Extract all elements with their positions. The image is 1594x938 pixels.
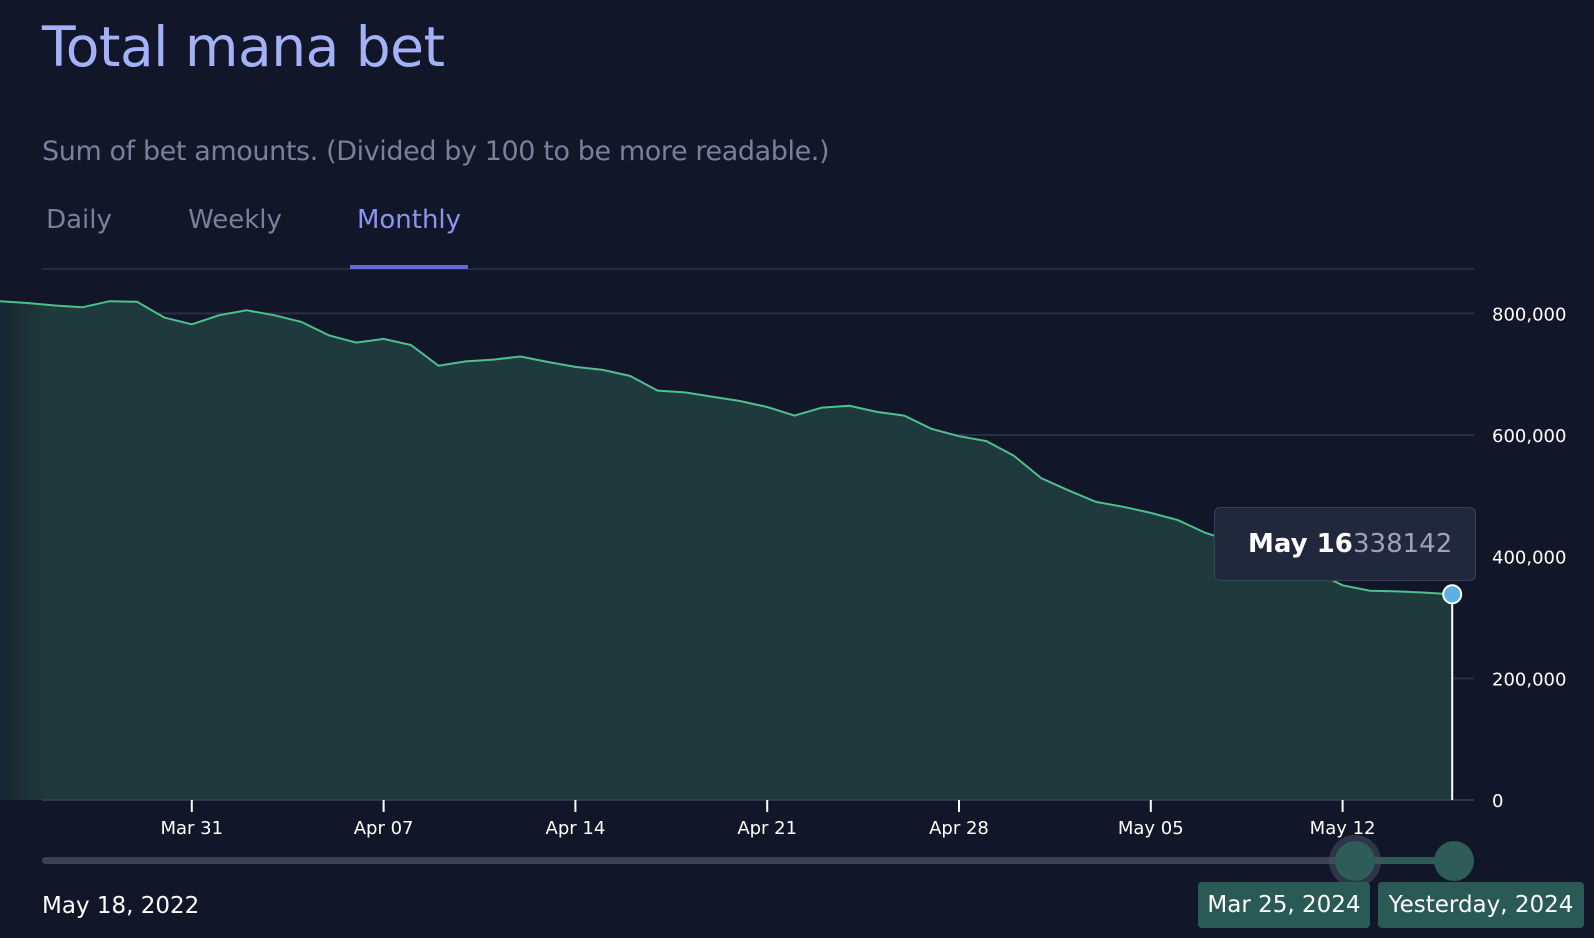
data-point <box>793 414 797 418</box>
page-title: Total mana bet <box>42 15 445 79</box>
data-point <box>1395 589 1399 593</box>
data-point <box>683 390 687 394</box>
data-point <box>1012 454 1016 458</box>
data-point <box>108 299 112 303</box>
data-point <box>1094 500 1098 504</box>
tooltip-value: 338142 <box>1353 529 1453 559</box>
data-point <box>272 313 276 317</box>
data-point <box>1121 505 1125 509</box>
data-point <box>327 333 331 337</box>
data-point <box>1204 531 1208 535</box>
x-tick-label: May 12 <box>1310 818 1376 838</box>
area-fill <box>0 301 1453 800</box>
data-point <box>464 359 468 363</box>
data-point <box>1039 476 1043 480</box>
data-point <box>628 374 632 378</box>
y-tick-label: 400,000 <box>1492 548 1566 569</box>
series-line <box>0 300 1453 596</box>
data-point <box>984 439 988 443</box>
data-point <box>436 364 440 368</box>
data-point <box>1341 583 1345 587</box>
tab-weekly[interactable]: Weekly <box>188 205 282 235</box>
data-point <box>1149 511 1153 515</box>
data-point <box>1423 591 1427 595</box>
data-point <box>601 368 605 372</box>
page-subtitle: Sum of bet amounts. (Divided by 100 to b… <box>42 136 830 167</box>
area-fade <box>0 268 48 800</box>
x-tick-label: May 05 <box>1118 818 1184 838</box>
y-tick-label: 800,000 <box>1492 304 1566 325</box>
data-point <box>820 406 824 410</box>
tooltip-date: May 16 <box>1248 529 1353 559</box>
data-point <box>217 313 221 317</box>
y-tick-label: 600,000 <box>1492 426 1566 447</box>
data-point <box>25 301 29 305</box>
y-tick-label: 0 <box>1492 791 1503 812</box>
date-range-slider-fill <box>1356 857 1456 864</box>
period-tabs: Daily Weekly Monthly <box>42 198 1474 270</box>
data-point <box>710 395 714 399</box>
data-point <box>245 308 249 312</box>
range-from-button[interactable]: Mar 25, 2024 <box>1198 882 1370 928</box>
range-min-label: May 18, 2022 <box>42 893 200 919</box>
data-point <box>957 434 961 438</box>
data-point <box>546 360 550 364</box>
line-chart: Mar 31 Apr 07 Apr 14 Apr 21 Apr 28 May 05 May … <box>0 268 1566 838</box>
range-start-handle[interactable] <box>1335 841 1375 881</box>
data-point <box>738 399 742 403</box>
range-to-button[interactable]: Yesterday, 2024 <box>1378 882 1584 928</box>
tab-monthly[interactable]: Monthly <box>350 198 468 269</box>
data-point <box>1368 589 1372 593</box>
data-point <box>53 304 57 308</box>
chart-tooltip: May 16 338142 <box>1214 507 1476 581</box>
data-point <box>162 316 166 320</box>
data-point <box>519 355 523 359</box>
x-tick-label: Apr 14 <box>546 818 606 838</box>
data-point <box>1067 488 1071 492</box>
range-end-handle[interactable] <box>1434 841 1474 881</box>
data-point <box>135 300 139 304</box>
tab-daily[interactable]: Daily <box>46 205 112 235</box>
data-point <box>930 427 934 431</box>
data-point <box>80 305 84 309</box>
x-tick-label: Apr 07 <box>354 818 414 838</box>
data-point <box>573 365 577 369</box>
date-range-slider-track[interactable] <box>42 857 1474 864</box>
data-point <box>299 320 303 324</box>
x-tick-label: Apr 28 <box>929 818 989 838</box>
data-point <box>409 343 413 347</box>
x-tick-label: Apr 21 <box>737 818 797 838</box>
data-point <box>1176 518 1180 522</box>
data-point <box>354 341 358 345</box>
data-point <box>765 405 769 409</box>
data-point <box>382 337 386 341</box>
hover-marker <box>1442 584 1463 605</box>
data-point <box>656 389 660 393</box>
data-point <box>875 410 879 414</box>
data-point <box>190 322 194 326</box>
y-tick-label: 200,000 <box>1492 669 1566 690</box>
data-point <box>902 414 906 418</box>
x-tick-label: Mar 31 <box>161 818 224 838</box>
data-point <box>491 358 495 362</box>
data-point <box>847 404 851 408</box>
